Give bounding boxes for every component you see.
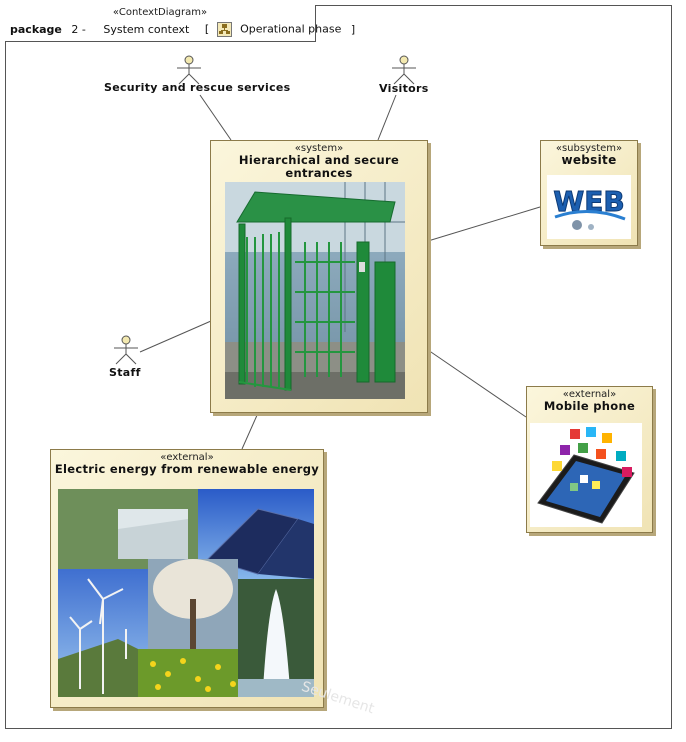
link-visitors-system — [377, 94, 397, 141]
diagram-stereotype: «ContextDiagram» — [112, 7, 208, 18]
link-staff-system — [139, 320, 212, 353]
security-actor-icon[interactable] — [175, 55, 203, 85]
link-system-website — [427, 206, 541, 242]
link-security-system — [199, 94, 232, 141]
diagram-phase: Operational phase — [240, 22, 342, 36]
diagram-header-tab: «ContextDiagram» package 2 - System cont… — [5, 5, 355, 42]
diagram-icon — [216, 22, 232, 37]
system-stereotype: «system» — [294, 143, 344, 154]
smartphone-apps-image — [530, 423, 642, 527]
staff-actor-icon[interactable] — [112, 335, 140, 365]
diagram-title-row: package 2 - System context [ Operational… — [10, 22, 355, 37]
bracket-open: [ — [204, 22, 210, 36]
diagram-number: 2 - — [71, 22, 86, 36]
energy-stereotype: «external» — [160, 452, 214, 463]
link-system-energy — [241, 412, 259, 450]
bracket-close: ] — [350, 22, 356, 36]
turnstile-gate-photo — [225, 182, 405, 399]
website-block[interactable]: «subsystem» website WEB — [540, 140, 638, 246]
energy-name: Electric energy from renewable energy — [54, 462, 320, 476]
diagram-context: System context — [103, 22, 190, 36]
mobile-stereotype: «external» — [562, 389, 617, 400]
diagram-kind: package — [10, 22, 62, 36]
website-stereotype: «subsystem» — [555, 143, 623, 154]
visitors-actor-icon[interactable] — [390, 55, 418, 85]
web-logo: WEB — [547, 175, 631, 239]
mobile-name: Mobile phone — [543, 399, 636, 413]
staff-actor-label[interactable]: Staff — [109, 366, 141, 379]
system-block[interactable]: «system» Hierarchical and secure entranc… — [210, 140, 428, 413]
security-actor-label[interactable]: Security and rescue services — [104, 81, 291, 94]
website-name: website — [561, 153, 617, 167]
system-name-line1: Hierarchical and secure — [238, 153, 400, 167]
energy-block[interactable]: «external» Electric energy from renewabl… — [50, 449, 324, 708]
visitors-actor-label[interactable]: Visitors — [379, 82, 429, 95]
mobile-block[interactable]: «external» Mobile phone — [526, 386, 653, 533]
renewable-energy-collage — [58, 489, 314, 697]
link-system-mobile — [427, 349, 527, 418]
system-name-line2: entrances — [285, 166, 353, 180]
